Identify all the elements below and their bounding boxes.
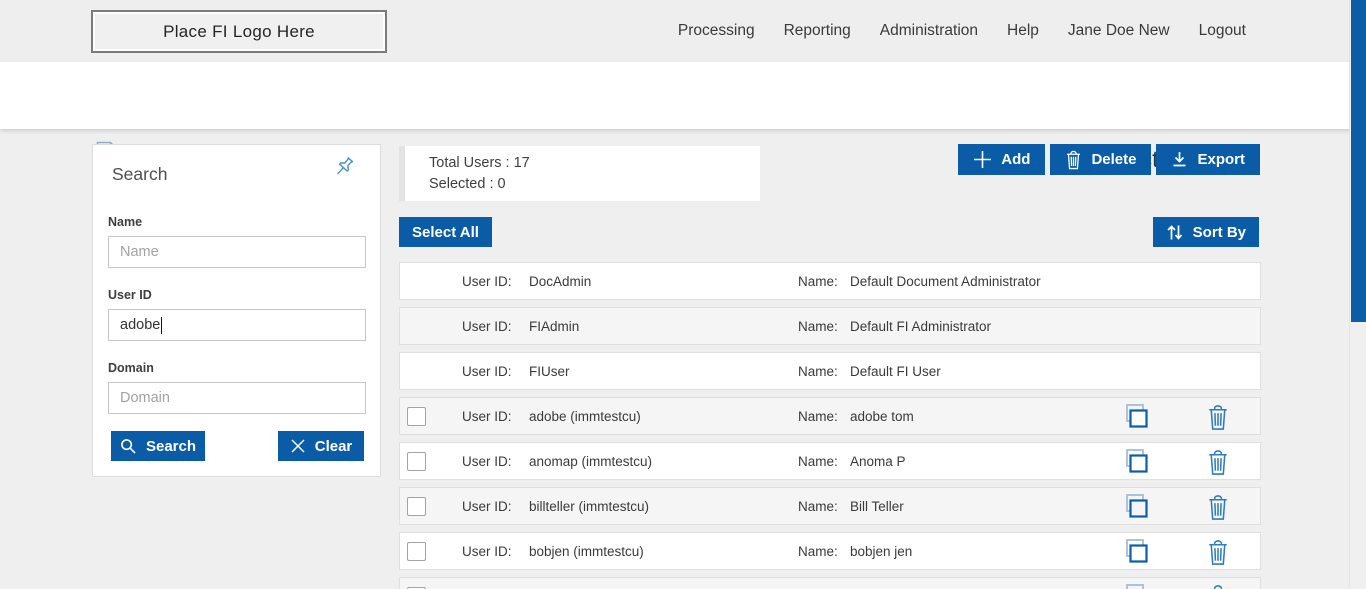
name-value: Default Document Administrator <box>850 274 1041 289</box>
domain-input[interactable] <box>108 382 366 414</box>
copy-icon[interactable] <box>1122 583 1149 589</box>
table-row: User ID: DocAdmin Name: Default Document… <box>399 262 1261 300</box>
user-id-value: anomap (immtestcu) <box>529 454 653 469</box>
name-label: Name: <box>798 544 838 559</box>
fi-logo-text: Place FI Logo Here <box>163 21 315 41</box>
name-value: adobe tom <box>850 409 914 424</box>
user-id-value: adobe (immtestcu) <box>529 409 641 424</box>
name-label: Name: <box>798 499 838 514</box>
trash-icon[interactable] <box>1207 404 1229 431</box>
name-label: Name: <box>798 364 838 379</box>
search-button[interactable]: Search <box>111 431 205 461</box>
table-row: User ID: anomap (immtestcu) Name: Anoma … <box>399 442 1261 480</box>
name-label: Name: <box>798 454 838 469</box>
selected-count: Selected : 0 <box>429 176 506 192</box>
user-id-label: User ID: <box>462 364 512 379</box>
name-value: Bill Teller <box>850 499 904 514</box>
row-checkbox[interactable] <box>407 542 426 561</box>
user-id-label: User ID: <box>462 409 512 424</box>
nav-administration[interactable]: Administration <box>879 22 979 39</box>
name-label: Name <box>108 215 143 229</box>
row-checkbox[interactable] <box>407 587 426 589</box>
name-value: bobjen jen <box>850 544 913 559</box>
table-row: User ID: FIUser Name: Default FI User <box>399 352 1261 390</box>
user-id-label: User ID: <box>462 319 512 334</box>
name-value: Default FI Administrator <box>850 319 992 334</box>
user-list: User ID: DocAdmin Name: Default Document… <box>399 262 1261 589</box>
user-id-label: User ID: <box>462 544 512 559</box>
trash-icon[interactable] <box>1207 539 1229 566</box>
name-value: Anoma P <box>850 454 906 469</box>
table-row: User ID: Name: <box>399 577 1261 589</box>
nav-help[interactable]: Help <box>1007 22 1039 39</box>
user-id-value: FIUser <box>529 364 570 379</box>
trash-icon[interactable] <box>1207 584 1229 589</box>
nav-reporting[interactable]: Reporting <box>783 22 851 39</box>
user-id-value: FIAdmin <box>529 319 580 334</box>
sort-icon <box>1167 224 1182 240</box>
table-row: User ID: billteller (immtestcu) Name: Bi… <box>399 487 1261 525</box>
domain-label: Domain <box>108 361 154 375</box>
top-navigation: Processing Reporting Administration Help… <box>678 0 1246 62</box>
user-id-label: User ID <box>108 288 152 302</box>
user-id-label: User ID: <box>462 454 512 469</box>
text-caret <box>161 316 163 334</box>
export-button[interactable]: Export <box>1156 144 1260 175</box>
name-input[interactable] <box>108 236 366 268</box>
summary-box: Total Users : 17 Selected : 0 <box>399 146 760 201</box>
select-all-button[interactable]: Select All <box>399 217 492 247</box>
page-header: User Maintenance i Kinective Sign <box>0 62 1366 172</box>
copy-icon[interactable] <box>1122 448 1149 475</box>
table-row: User ID: bobjen (immtestcu) Name: bobjen… <box>399 532 1261 570</box>
trash-icon[interactable] <box>1207 449 1229 476</box>
nav-logout[interactable]: Logout <box>1198 22 1246 39</box>
delete-button[interactable]: Delete <box>1050 144 1152 175</box>
scrollbar-thumb[interactable] <box>1351 0 1366 322</box>
nav-processing[interactable]: Processing <box>677 22 755 39</box>
table-row: User ID: adobe (immtestcu) Name: adobe t… <box>399 397 1261 435</box>
user-id-label: User ID: <box>462 499 512 514</box>
table-row: User ID: FIAdmin Name: Default FI Admini… <box>399 307 1261 345</box>
row-checkbox[interactable] <box>407 452 426 471</box>
total-users-count: Total Users : 17 <box>429 155 530 171</box>
search-icon <box>121 438 136 454</box>
user-id-input-value: adobe <box>120 317 161 333</box>
pin-icon[interactable] <box>330 155 356 181</box>
trash-icon[interactable] <box>1207 494 1229 521</box>
user-id-value: DocAdmin <box>529 274 592 289</box>
copy-icon[interactable] <box>1122 403 1149 430</box>
user-id-label: User ID: <box>462 274 512 289</box>
sort-by-button[interactable]: Sort By <box>1152 217 1259 247</box>
copy-icon[interactable] <box>1122 538 1149 565</box>
user-id-value: bobjen (immtestcu) <box>529 544 644 559</box>
row-checkbox[interactable] <box>407 407 426 426</box>
name-label: Name: <box>798 409 838 424</box>
add-button[interactable]: Add <box>958 144 1046 175</box>
plus-icon <box>974 151 992 168</box>
fi-logo-placeholder: Place FI Logo Here <box>91 10 387 53</box>
user-id-value: billteller (immtestcu) <box>529 499 650 514</box>
user-id-input[interactable]: adobe <box>108 309 366 341</box>
search-panel: Search Name User ID adobe Domain Search … <box>92 144 381 477</box>
name-label: Name: <box>798 319 838 334</box>
clear-button[interactable]: Clear <box>278 431 364 461</box>
action-bar: Add Delete Export <box>958 144 1260 175</box>
vertical-scrollbar[interactable] <box>1349 0 1366 589</box>
nav-user-menu[interactable]: Jane Doe New <box>1067 22 1170 39</box>
copy-icon[interactable] <box>1122 493 1149 520</box>
row-checkbox[interactable] <box>407 497 426 516</box>
close-icon <box>291 439 305 453</box>
top-bar: Place FI Logo Here Processing Reporting … <box>0 0 1366 62</box>
name-value: Default FI User <box>850 364 941 379</box>
trash-icon <box>1067 150 1081 169</box>
name-label: Name: <box>798 274 838 289</box>
download-icon <box>1173 152 1186 167</box>
search-panel-title: Search <box>112 164 168 184</box>
